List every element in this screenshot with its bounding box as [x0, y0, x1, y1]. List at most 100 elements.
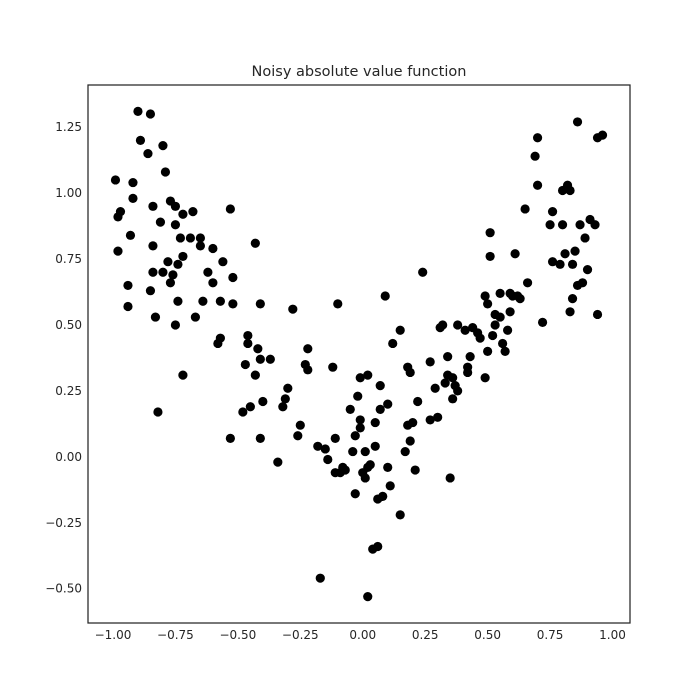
data-point — [350, 489, 360, 499]
data-point — [532, 133, 543, 143]
data-point — [438, 320, 448, 330]
data-point — [522, 278, 533, 288]
data-point — [145, 109, 156, 119]
data-point — [405, 436, 415, 446]
data-point — [375, 404, 385, 414]
data-point — [153, 407, 163, 417]
data-point — [575, 220, 585, 230]
data-point — [273, 457, 283, 467]
data-point — [547, 206, 558, 217]
y-tick-label: 1.00 — [55, 186, 82, 200]
data-point — [330, 433, 340, 443]
x-tick-label: 0.00 — [349, 628, 376, 642]
data-point — [333, 299, 343, 309]
data-point — [500, 346, 510, 356]
data-point — [190, 312, 201, 322]
data-point — [113, 246, 123, 256]
data-point — [480, 291, 490, 301]
data-point — [560, 249, 570, 259]
data-point — [565, 185, 575, 196]
data-point — [532, 180, 543, 190]
data-point — [215, 296, 225, 306]
data-point — [537, 317, 548, 327]
data-point — [215, 333, 225, 343]
data-point — [485, 228, 495, 238]
plot-frame — [87, 84, 631, 624]
data-point — [165, 278, 176, 288]
x-tick-label: 0.75 — [537, 628, 564, 642]
data-point — [557, 220, 568, 230]
data-point — [110, 175, 121, 185]
data-point — [453, 386, 463, 396]
data-point — [128, 193, 138, 204]
data-point — [355, 423, 365, 433]
data-point — [383, 399, 393, 409]
data-point — [148, 241, 158, 251]
x-tick-label: −1.00 — [95, 628, 132, 642]
data-point — [148, 201, 158, 211]
data-point — [410, 465, 420, 475]
data-point — [225, 204, 235, 214]
data-point — [168, 270, 178, 280]
data-point — [453, 320, 463, 330]
data-point — [245, 402, 255, 412]
data-point — [303, 344, 313, 354]
data-point — [590, 220, 600, 230]
data-point — [178, 370, 188, 380]
data-point — [178, 209, 188, 219]
y-tick-label: 0.75 — [55, 252, 82, 266]
data-point — [228, 272, 238, 283]
data-point — [280, 394, 290, 404]
data-point — [163, 257, 173, 267]
data-point — [463, 362, 473, 372]
data-point — [158, 267, 168, 277]
data-point — [475, 333, 485, 343]
data-point — [555, 259, 565, 269]
data-point — [503, 325, 513, 335]
data-point — [582, 265, 593, 275]
data-point — [143, 148, 153, 159]
data-point — [363, 370, 373, 380]
data-point — [360, 446, 370, 457]
data-point — [388, 338, 398, 349]
data-point — [380, 291, 390, 301]
data-point — [125, 230, 136, 240]
data-point — [195, 241, 205, 251]
y-tick-label: −0.25 — [45, 516, 82, 530]
x-tick-label: 1.00 — [599, 628, 626, 642]
data-point — [413, 396, 423, 407]
x-axis-ticks: −1.00 −0.75 −0.50 −0.25 0.00 0.25 0.50 0.75 1.00 — [95, 628, 626, 642]
y-tick-label: 0.50 — [55, 318, 82, 332]
data-point — [313, 441, 323, 451]
data-point — [360, 473, 370, 483]
x-tick-label: −0.75 — [157, 628, 194, 642]
data-point — [243, 338, 253, 349]
data-point — [370, 417, 380, 428]
data-point — [315, 573, 325, 583]
data-point — [178, 251, 188, 262]
data-point — [228, 299, 238, 309]
data-point — [425, 415, 435, 425]
data-point — [208, 278, 218, 288]
data-point — [185, 233, 196, 243]
data-point — [498, 338, 508, 349]
data-point — [225, 433, 235, 443]
data-point — [255, 354, 265, 364]
data-point — [425, 357, 435, 367]
x-tick-label: 0.50 — [474, 628, 501, 642]
data-point — [123, 280, 133, 291]
data-point — [208, 243, 218, 254]
data-point — [580, 233, 590, 243]
data-point — [408, 417, 418, 428]
data-point — [160, 167, 171, 177]
data-point — [170, 201, 181, 211]
data-point — [150, 312, 161, 322]
data-point — [405, 367, 415, 378]
data-point — [170, 320, 181, 330]
data-point — [173, 296, 183, 306]
data-point — [353, 391, 363, 401]
data-point — [443, 352, 453, 362]
data-point — [238, 407, 248, 417]
data-point — [495, 288, 505, 298]
